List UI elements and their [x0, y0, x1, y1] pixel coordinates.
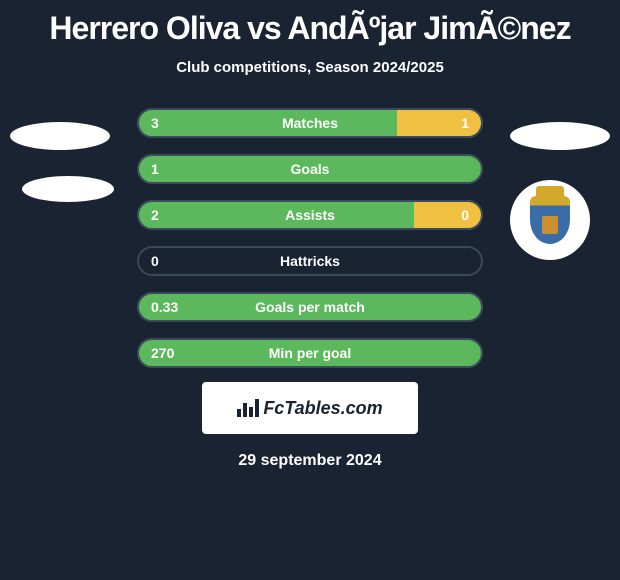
stat-value-left: 3 — [151, 115, 159, 131]
stat-row-hattricks: 0 Hattricks — [135, 244, 485, 278]
logo-label: FcTables.com — [263, 398, 382, 419]
stat-value-left: 0.33 — [151, 299, 178, 315]
stat-value-left: 270 — [151, 345, 174, 361]
stat-value-left: 2 — [151, 207, 159, 223]
stat-row-matches: 3 Matches 1 — [135, 106, 485, 140]
stat-label: Matches — [282, 115, 338, 131]
logo-text: FcTables.com — [237, 398, 382, 419]
stat-label: Min per goal — [269, 345, 351, 361]
stat-value-left: 1 — [151, 161, 159, 177]
stat-bar-right — [397, 108, 484, 138]
stat-bar-left — [137, 200, 414, 230]
stat-row-min-per-goal: 270 Min per goal — [135, 336, 485, 370]
stat-bar-left — [137, 108, 397, 138]
stat-row-goals: 1 Goals — [135, 152, 485, 186]
stat-row-assists: 2 Assists 0 — [135, 198, 485, 232]
page-title: Herrero Oliva vs AndÃºjar JimÃ©nez — [0, 0, 620, 47]
stat-label: Goals — [291, 161, 330, 177]
footer-date: 29 september 2024 — [0, 452, 620, 470]
stat-row-goals-per-match: 0.33 Goals per match — [135, 290, 485, 324]
stat-label: Hattricks — [280, 253, 340, 269]
stat-value-right: 0 — [461, 207, 469, 223]
stat-label: Assists — [285, 207, 335, 223]
stat-value-right: 1 — [461, 115, 469, 131]
page-subtitle: Club competitions, Season 2024/2025 — [0, 59, 620, 76]
stat-bar-right — [414, 200, 483, 230]
logo-bars-icon — [237, 399, 259, 417]
stat-value-left: 0 — [151, 253, 159, 269]
stats-container: 3 Matches 1 1 Goals 2 Assists 0 0 Hattri… — [0, 106, 620, 370]
stat-label: Goals per match — [255, 299, 365, 315]
logo-box: FcTables.com — [202, 382, 418, 434]
